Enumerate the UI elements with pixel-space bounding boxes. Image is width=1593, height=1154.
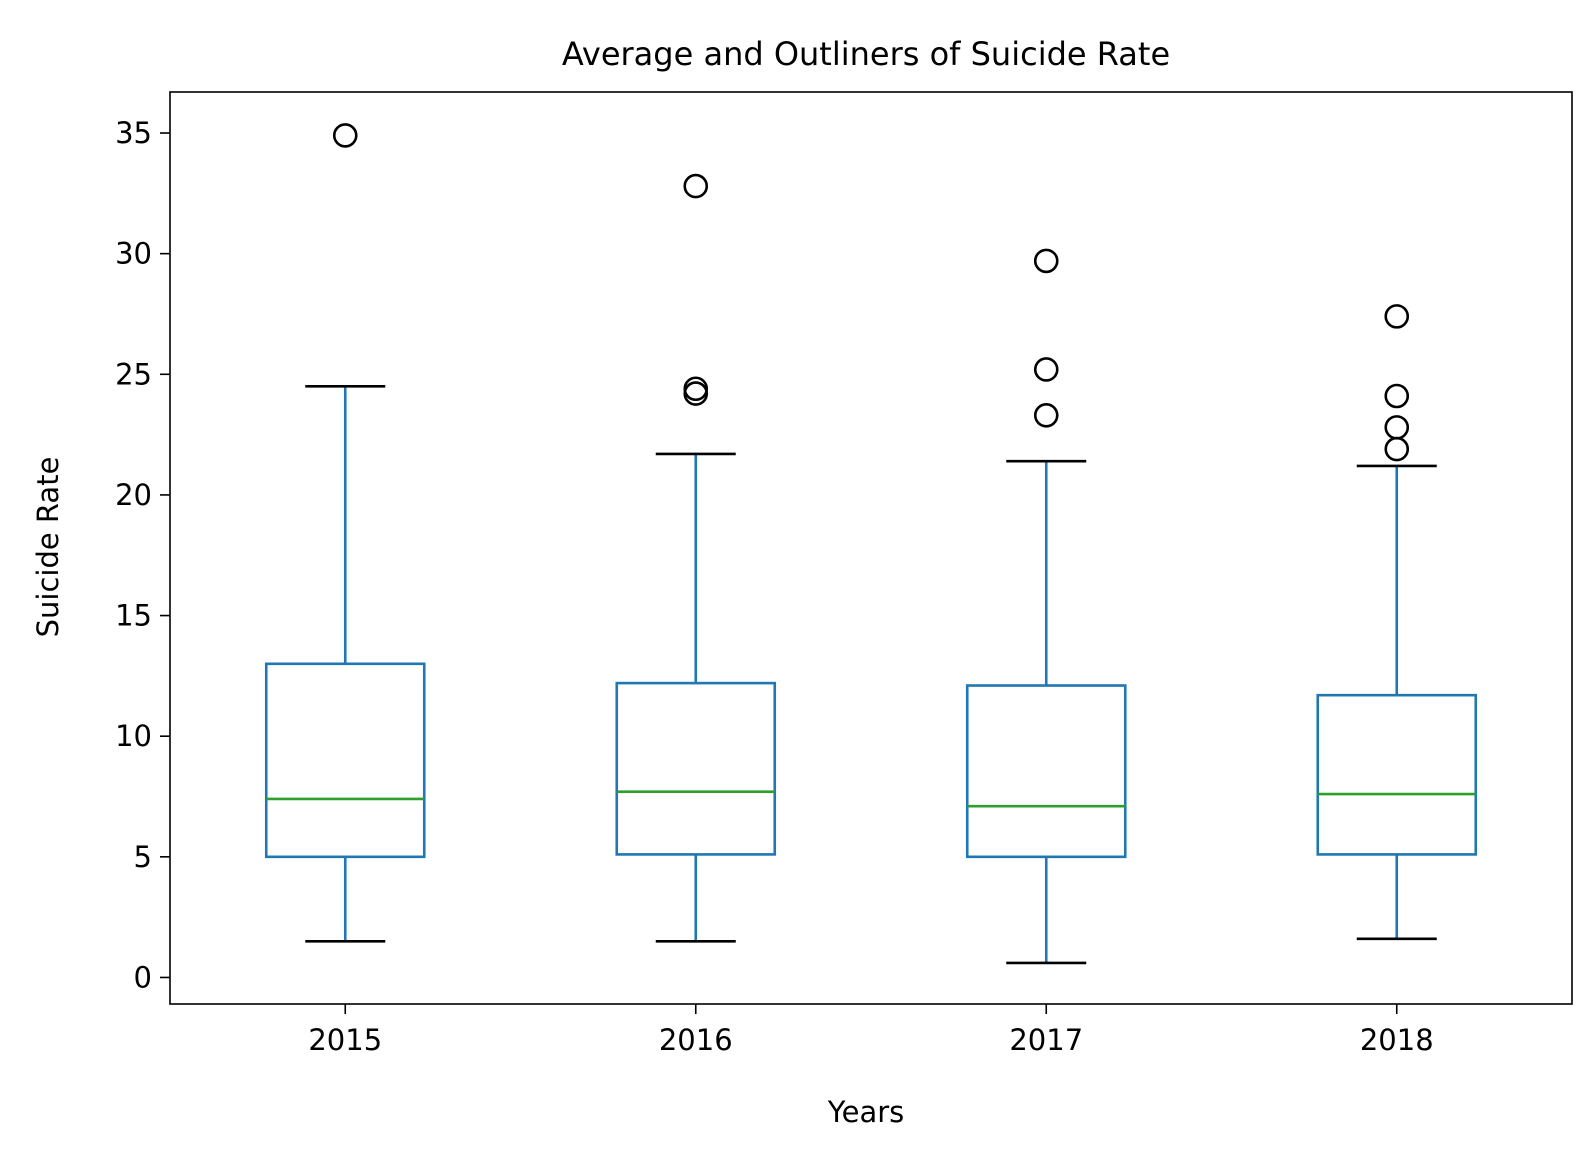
outlier-point bbox=[1033, 403, 1059, 428]
outlier-point bbox=[332, 123, 358, 148]
y-axis-label: Suicide Rate bbox=[31, 457, 65, 638]
box-iqr bbox=[965, 684, 1127, 859]
outlier-point bbox=[683, 173, 709, 199]
y-tick-label: 35 bbox=[115, 116, 152, 150]
y-tick-label: 20 bbox=[115, 478, 152, 512]
outlier-point bbox=[683, 376, 709, 402]
outlier-point bbox=[1033, 248, 1059, 274]
x-tick-label: 2015 bbox=[308, 1023, 382, 1057]
y-tick-label: 15 bbox=[115, 599, 152, 633]
x-tick-label: 2016 bbox=[659, 1023, 733, 1057]
y-tick-label: 25 bbox=[115, 357, 152, 391]
box-iqr bbox=[615, 681, 777, 856]
plot-area: 0 5 10 15 20 25 30 35 2015 2016 2017 2018 bbox=[115, 91, 1573, 1057]
outlier-point bbox=[1384, 436, 1410, 462]
outlier-point bbox=[1384, 383, 1410, 409]
chart-title: Average and Outliners of Suicide Rate bbox=[562, 35, 1170, 73]
y-tick-label: 0 bbox=[134, 960, 152, 994]
y-tick-label: 5 bbox=[134, 840, 152, 874]
x-axis-label: Years bbox=[827, 1095, 905, 1129]
y-tick-label: 10 bbox=[115, 719, 152, 753]
outlier-point bbox=[1384, 415, 1410, 440]
x-tick-label: 2017 bbox=[1009, 1023, 1083, 1057]
outlier-point bbox=[1384, 304, 1410, 329]
plot-frame bbox=[169, 91, 1573, 1005]
y-tick-label: 30 bbox=[115, 237, 152, 271]
outlier-point bbox=[683, 381, 709, 406]
box-iqr bbox=[1316, 693, 1478, 856]
box-iqr bbox=[264, 662, 426, 859]
x-tick-label: 2018 bbox=[1360, 1023, 1434, 1057]
outlier-point bbox=[1033, 357, 1059, 382]
